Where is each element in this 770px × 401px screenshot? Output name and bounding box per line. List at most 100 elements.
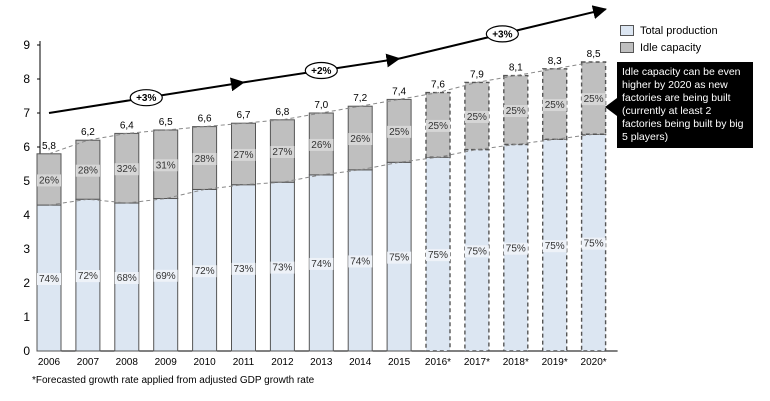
- percent-label-bg: [114, 272, 139, 285]
- percent-label-idle: 26%: [39, 175, 59, 186]
- total-label: 7,0: [314, 100, 328, 111]
- percent-label-production: 72%: [195, 266, 215, 277]
- x-tick-label: 2009: [155, 357, 178, 368]
- percent-label-production: 73%: [233, 264, 253, 275]
- x-tick-label: 2012: [271, 357, 294, 368]
- percent-label-production: 75%: [467, 246, 487, 257]
- x-tick-label: 2020*: [581, 357, 607, 368]
- y-tick-label: 6: [23, 140, 30, 154]
- percent-label-bg: [153, 159, 178, 172]
- percent-label-production: 75%: [428, 250, 448, 261]
- percent-label-bg: [503, 242, 528, 255]
- y-tick-label: 4: [23, 208, 30, 222]
- percent-label-bg: [37, 273, 61, 286]
- percent-label-idle: 28%: [78, 166, 98, 177]
- total-label: 5,8: [42, 141, 56, 152]
- percent-label-idle: 25%: [467, 112, 487, 123]
- percent-label-production: 74%: [311, 259, 331, 270]
- x-tick-label: 2006: [38, 357, 61, 368]
- percent-label-production: 74%: [350, 256, 370, 267]
- percent-label-bg: [309, 138, 334, 151]
- total-label: 6,4: [120, 120, 134, 131]
- y-tick-label: 9: [23, 38, 30, 52]
- percent-label-bg: [387, 125, 412, 138]
- x-tick-label: 2015: [388, 357, 411, 368]
- total-label: 6,2: [81, 127, 95, 138]
- percent-label-idle: 25%: [428, 121, 448, 132]
- legend-label-production: Total production: [640, 24, 718, 37]
- total-label: 7,4: [392, 86, 406, 97]
- percent-label-bg: [581, 237, 606, 250]
- production-connector-line: [48, 133, 594, 206]
- y-tick-label: 8: [23, 72, 30, 86]
- percent-label-bg: [192, 153, 217, 166]
- percent-label-bg: [192, 265, 217, 278]
- total-label: 6,8: [275, 107, 289, 118]
- percent-label-bg: [542, 99, 567, 112]
- x-tick-label: 2017*: [464, 357, 490, 368]
- legend-item-total-production: Total production: [620, 22, 718, 39]
- total-connector-line: [48, 61, 594, 155]
- percent-label-bg: [464, 245, 489, 258]
- x-tick-label: 2013: [310, 357, 333, 368]
- percent-label-bg: [270, 146, 295, 159]
- percent-label-bg: [75, 270, 100, 283]
- percent-label-idle: 32%: [117, 164, 137, 175]
- callout-box: Idle capacity can be even higher by 2020…: [617, 62, 753, 148]
- percent-label-idle: 25%: [506, 106, 526, 117]
- percent-label-production: 72%: [78, 271, 98, 282]
- percent-label-idle: 28%: [195, 154, 215, 165]
- total-label: 6,7: [237, 110, 251, 121]
- percent-label-bg: [153, 269, 178, 282]
- percent-label-bg: [503, 105, 528, 118]
- percent-label-production: 68%: [117, 273, 137, 284]
- percent-label-production: 74%: [39, 274, 59, 285]
- x-tick-label: 2014: [349, 357, 372, 368]
- y-tick-label: 7: [23, 106, 30, 120]
- percent-label-bg: [426, 119, 450, 132]
- percent-label-bg: [309, 257, 334, 270]
- total-label: 7,9: [470, 69, 484, 80]
- percent-label-bg: [387, 251, 412, 264]
- percent-label-idle: 26%: [350, 134, 370, 145]
- percent-label-idle: 31%: [156, 160, 176, 171]
- percent-label-bg: [542, 240, 567, 253]
- y-tick-label: 1: [23, 310, 30, 324]
- percent-label-bg: [231, 148, 256, 161]
- x-tick-label: 2011: [233, 357, 255, 368]
- percent-label-bg: [348, 133, 373, 146]
- percent-label-bg: [348, 255, 373, 268]
- total-label: 7,2: [353, 93, 367, 104]
- percent-label-idle: 27%: [272, 147, 292, 158]
- x-tick-label: 2018*: [503, 357, 529, 368]
- x-tick-label: 2008: [116, 357, 139, 368]
- total-label: 8,1: [509, 63, 523, 74]
- percent-label-bg: [114, 163, 139, 176]
- legend-swatch-idle: [620, 42, 634, 53]
- total-label: 8,3: [548, 56, 562, 67]
- growth-rate-badge: [129, 89, 163, 107]
- y-tick-label: 5: [23, 174, 30, 188]
- total-label: 6,6: [198, 114, 212, 125]
- total-label: 6,5: [159, 117, 173, 128]
- x-tick-label: 2010: [193, 357, 216, 368]
- percent-label-bg: [426, 249, 450, 262]
- legend: Total production Idle capacity: [620, 22, 718, 56]
- percent-label-bg: [37, 174, 61, 187]
- growth-rate-label: +3%: [136, 93, 156, 104]
- percent-label-bg: [464, 110, 489, 123]
- x-tick-label: 2007: [77, 357, 100, 368]
- percent-label-idle: 26%: [311, 140, 331, 151]
- percent-label-bg: [75, 164, 100, 177]
- percent-label-bg: [581, 93, 606, 106]
- y-tick-label: 3: [23, 242, 30, 256]
- percent-label-production: 75%: [506, 244, 526, 255]
- legend-label-idle: Idle capacity: [640, 41, 702, 54]
- legend-item-idle-capacity: Idle capacity: [620, 39, 718, 56]
- callout-arrow: [605, 98, 617, 116]
- percent-label-idle: 25%: [584, 94, 604, 105]
- y-tick-label: 2: [23, 276, 30, 290]
- percent-label-production: 75%: [545, 241, 565, 252]
- growth-rate-label: +3%: [492, 29, 512, 40]
